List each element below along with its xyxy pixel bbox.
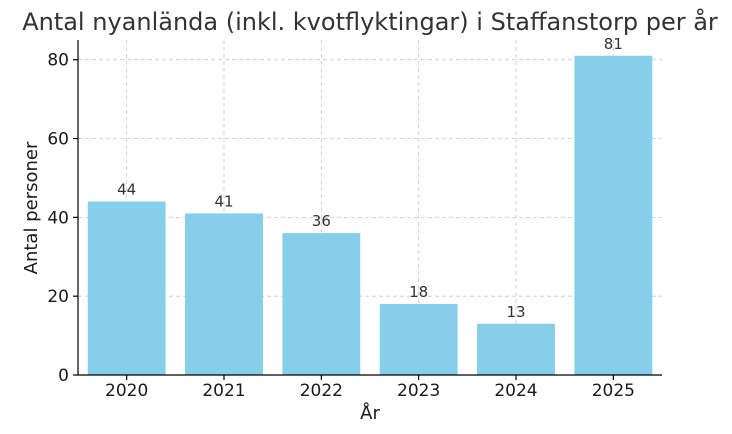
bar-2024: [477, 323, 555, 375]
y-tick-label: 80: [47, 51, 69, 71]
x-tick-label: 2020: [105, 381, 148, 401]
data-label-2025: 81: [604, 35, 623, 53]
y-tick-label: 40: [47, 208, 69, 228]
bar-2021: [185, 213, 263, 375]
data-label-2022: 36: [312, 212, 331, 230]
bar-2025: [574, 55, 653, 375]
x-tick-label: 2022: [300, 381, 343, 401]
data-label-2024: 13: [506, 303, 525, 321]
bar-2020: [87, 201, 166, 375]
tick-labels: 0 20 40 60 80 2020 2021 2022 2023 2024 2025: [47, 51, 635, 401]
chart-title: Antal nyanlända (inkl. kvotflyktingar) i…: [22, 7, 718, 36]
y-axis-label: Antal personer: [21, 141, 42, 274]
data-label-2023: 18: [409, 283, 428, 301]
bar-2022: [282, 233, 361, 375]
y-tick-label: 60: [47, 130, 69, 150]
data-label-2021: 41: [214, 192, 233, 210]
x-axis-label: År: [360, 402, 380, 424]
data-labels: 44 41 36 18 13 81: [117, 35, 623, 321]
y-tick-label: 0: [58, 366, 69, 386]
data-label-2020: 44: [117, 181, 136, 199]
bars: [87, 55, 653, 375]
x-tick-label: 2025: [592, 381, 635, 401]
y-tick-label: 20: [47, 287, 69, 307]
axes: [73, 40, 662, 380]
x-tick-label: 2023: [397, 381, 440, 401]
x-tick-label: 2021: [202, 381, 245, 401]
bar-2023: [379, 304, 458, 375]
x-tick-label: 2024: [494, 381, 537, 401]
